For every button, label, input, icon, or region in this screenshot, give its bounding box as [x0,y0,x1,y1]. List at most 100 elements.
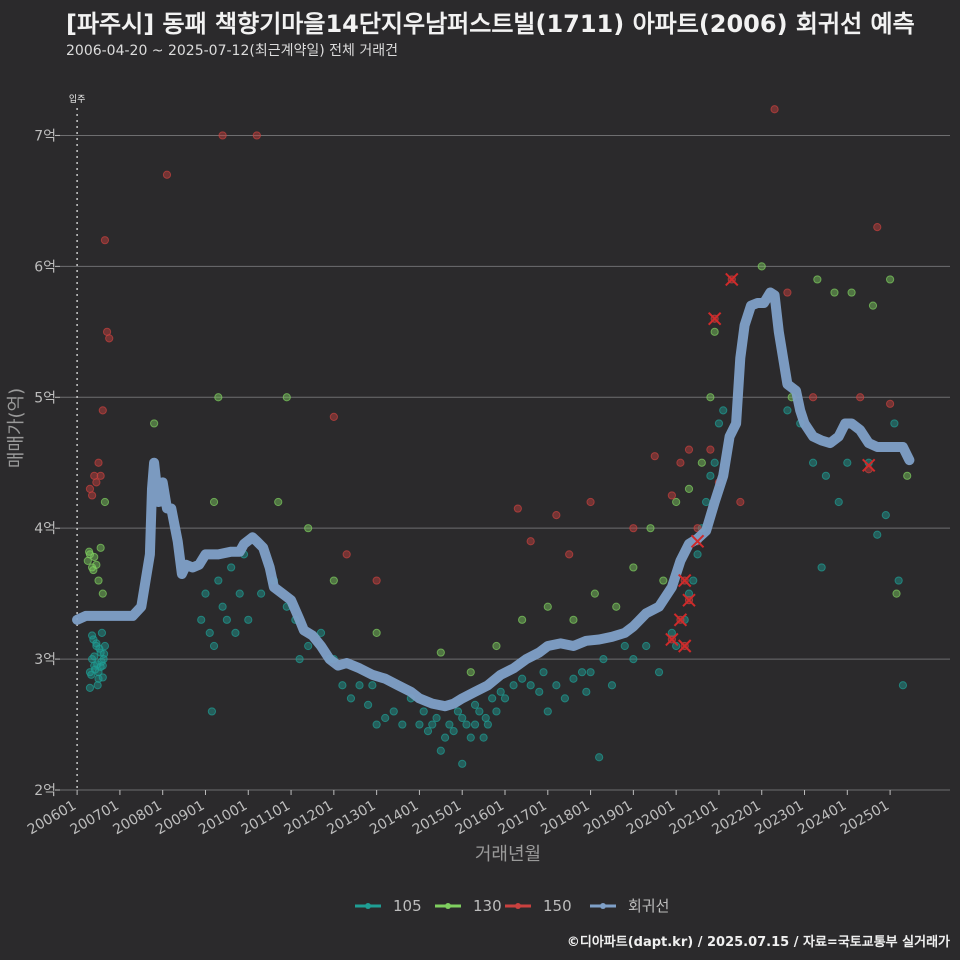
point-130 [84,547,94,556]
point-105 [710,458,719,467]
point-105 [599,654,608,664]
point-105 [363,700,373,710]
point-105 [689,576,698,585]
point-130 [885,275,895,284]
point-105 [295,654,304,664]
point-105 [93,660,102,669]
point-105 [535,687,544,696]
point-130 [830,288,839,297]
point-105 [87,631,97,640]
legend-dot-회귀선 [600,903,606,909]
point-150 [513,504,522,513]
point-105 [654,668,664,677]
point-150 [667,491,676,500]
point-130 [94,576,103,585]
point-105 [458,759,467,768]
legend-label-130: 130 [473,897,502,915]
point-105 [462,720,471,729]
point-105 [526,681,535,690]
point-130 [282,393,291,402]
point-150 [684,445,694,454]
point-105 [92,639,101,648]
highlight-x-mark [678,639,692,653]
point-130 [466,668,475,677]
point-150 [526,537,535,546]
point-105 [894,576,903,585]
point-130 [590,589,599,598]
point-105 [218,602,227,611]
point-105 [99,649,109,658]
point-105 [821,471,831,480]
point-150 [342,550,351,559]
point-130 [706,393,715,402]
point-150 [96,471,105,480]
highlight-marks [665,272,876,653]
point-150 [770,105,779,114]
point-150 [87,491,97,500]
point-105 [346,694,356,703]
legend-dot-150 [515,903,521,909]
point-105 [440,733,450,742]
point-130 [329,576,338,585]
point-130 [98,589,107,598]
point-130 [372,628,381,638]
point-105 [428,720,437,729]
point-130 [543,602,552,611]
point-150 [252,131,261,140]
point-105 [898,681,908,690]
point-150 [629,524,638,533]
legend: 105 130 150 회귀선 [355,897,669,915]
point-105 [197,615,206,624]
point-150 [856,393,865,402]
point-105 [304,641,313,651]
point-105 [445,720,454,729]
highlight-x-mark [707,312,722,326]
legend-dot-105 [365,903,371,909]
point-130 [209,497,219,507]
point-105 [783,406,792,415]
y-tick-label: 2억 [34,783,56,799]
point-105 [693,550,702,559]
point-130 [96,543,105,552]
point-150 [676,458,685,467]
point-150 [783,288,792,297]
point-105 [100,641,110,651]
point-105 [560,694,570,703]
point-150 [873,222,882,232]
chart-subtitle: 2006-04-20 ~ 2025-07-12(최근계약일) 전체 거래건 [66,43,398,59]
point-105 [569,674,578,683]
point-130 [304,524,313,533]
point-105 [381,713,390,723]
point-150 [92,478,101,487]
legend-label-105: 105 [393,897,422,915]
point-150 [706,445,715,454]
point-105 [90,652,99,661]
point-105 [539,668,548,677]
point-105 [890,419,899,428]
point-130 [684,484,694,494]
point-130 [903,471,912,480]
y-axis: 2억 3억 4억 5억 6억 7억 [34,128,60,799]
point-105 [543,707,552,716]
point-150 [808,393,818,402]
point-105 [595,753,604,762]
point-105 [205,628,214,638]
point-105 [834,497,843,507]
point-105 [316,628,326,638]
point-150 [552,510,561,520]
point-105 [85,683,95,692]
point-150 [586,497,595,507]
point-105 [702,497,711,507]
y-tick-label: 6억 [34,259,56,275]
point-105 [419,707,428,716]
annotation-layer: 입주 [69,93,85,790]
point-150 [736,497,745,507]
point-150 [650,452,659,461]
point-105 [222,615,231,624]
point-105 [93,681,102,690]
point-105 [98,673,107,682]
point-130 [436,648,445,657]
point-105 [415,720,424,729]
point-105 [496,687,505,696]
point-105 [500,694,510,703]
